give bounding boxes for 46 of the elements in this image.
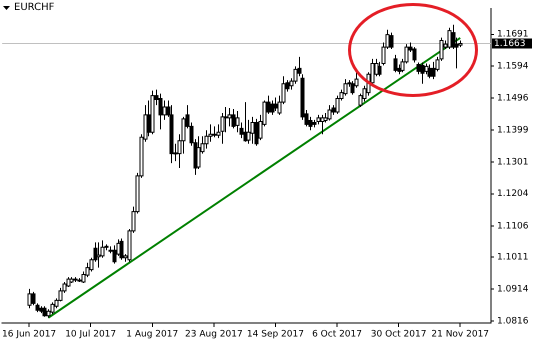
candlestick	[254, 118, 258, 146]
x-tick-label: 1 Aug 2017	[126, 330, 178, 340]
y-tick-label: 1.1301	[497, 157, 528, 168]
y-tick-label: 1.1011	[497, 252, 528, 262]
candlestick	[448, 27, 452, 50]
candlestick	[390, 32, 394, 50]
y-tick-label: 1.0816	[497, 316, 529, 326]
x-tick-label: 14 Sep 2017	[246, 330, 304, 340]
candlestick	[28, 288, 32, 309]
y-tick-label: 1.1204	[497, 189, 529, 200]
candlestick	[328, 104, 332, 121]
candlestick	[50, 302, 54, 315]
ref-line-label: 1.1663	[494, 38, 526, 49]
candlestick	[250, 116, 254, 144]
candlestick	[196, 136, 200, 170]
candlestick	[232, 108, 236, 129]
candlestick	[428, 64, 432, 79]
candlestick	[432, 61, 436, 80]
candlestick	[120, 238, 124, 260]
x-tick-label: 10 Jul 2017	[65, 330, 116, 340]
candlestick	[224, 106, 228, 133]
y-tick-label: 1.1594	[497, 61, 529, 72]
x-tick-label: 16 Jun 2017	[2, 330, 56, 340]
candlestick	[412, 46, 416, 63]
y-tick-label: 1.0914	[497, 284, 529, 294]
candlestick	[246, 119, 250, 144]
candlestick	[394, 54, 398, 73]
x-tick-label: 30 Oct 2017	[370, 330, 426, 340]
candlestick	[274, 97, 278, 112]
candlestick	[158, 93, 162, 130]
candlestick	[270, 100, 274, 116]
x-tick-label: 21 Nov 2017	[431, 330, 490, 340]
candlestick	[162, 100, 166, 120]
y-tick-label: 1.1691	[497, 30, 528, 40]
y-tick-label: 1.1496	[497, 94, 529, 104]
candlestick	[96, 242, 100, 268]
y-tick-label: 1.1399	[497, 125, 529, 136]
x-tick-label: 23 Aug 2017	[185, 330, 243, 340]
y-tick-label: 1.1106	[497, 221, 529, 232]
x-tick-label: 6 Oct 2017	[312, 330, 362, 340]
candlestick	[42, 306, 46, 318]
candlestick	[212, 126, 216, 138]
candlestick	[420, 62, 424, 84]
chart-title: EURCHF	[14, 2, 54, 13]
candlestick	[344, 78, 348, 96]
candlestick	[316, 114, 320, 125]
